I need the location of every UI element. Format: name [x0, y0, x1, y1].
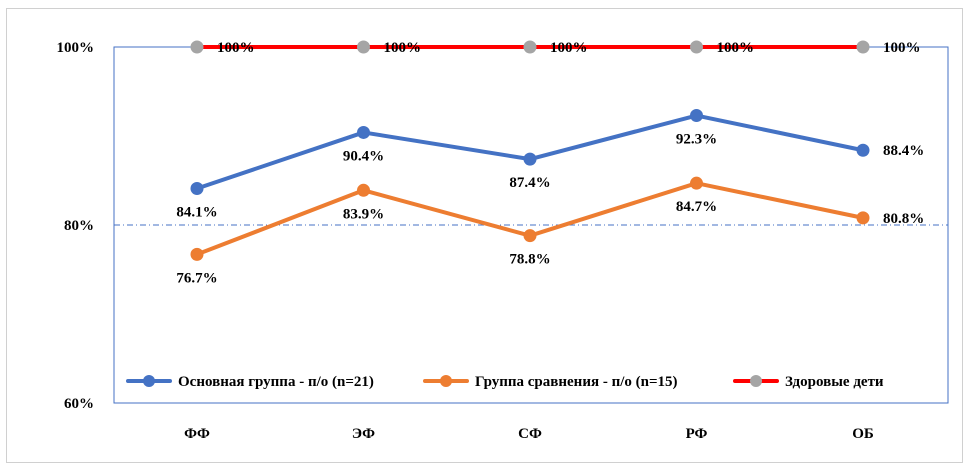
series-2-point — [690, 176, 703, 190]
x-tick-label: ЭФ — [352, 426, 375, 442]
data-label: 100% — [384, 40, 422, 56]
series-3-point — [190, 40, 204, 54]
series-3-point — [856, 40, 870, 54]
series-1-point — [523, 152, 537, 166]
series-2-point — [357, 183, 370, 197]
legend-marker-1 — [143, 375, 155, 387]
x-tick-label: СФ — [518, 426, 542, 442]
data-label: 90.4% — [343, 148, 384, 164]
data-label: 83.9% — [343, 206, 384, 222]
data-label: 84.7% — [676, 199, 717, 215]
data-label: 76.7% — [176, 270, 217, 286]
chart-frame — [6, 8, 963, 463]
data-label: 78.8% — [509, 252, 550, 268]
legend-marker-3 — [750, 375, 762, 387]
data-label: 100% — [883, 40, 921, 56]
legend-marker-2 — [440, 375, 452, 387]
legend-label-3: Здоровые дети — [785, 374, 884, 390]
series-3-point — [690, 40, 703, 54]
legend-label-2: Группа сравнения - п/о (n=15) — [475, 374, 678, 390]
data-label: 80.8% — [883, 211, 924, 227]
series-1-point — [690, 109, 703, 123]
data-label: 88.4% — [883, 143, 924, 159]
series-2-point — [523, 229, 537, 243]
legend-label-1: Основная группа - п/о (n=21) — [178, 374, 374, 390]
x-tick-label: РФ — [686, 426, 708, 442]
data-label: 92.3% — [676, 132, 717, 148]
series-1-point — [357, 125, 370, 139]
data-label: 100% — [717, 40, 755, 56]
y-tick-label: 100% — [57, 40, 95, 56]
data-label: 100% — [217, 40, 255, 56]
y-tick-label: 60% — [64, 396, 94, 412]
data-label: 87.4% — [509, 175, 550, 191]
series-3-point — [357, 40, 370, 54]
series-1-point — [856, 143, 870, 157]
x-tick-label: ОБ — [852, 426, 874, 442]
series-2-point — [856, 211, 870, 225]
series-line-2 — [195, 181, 865, 257]
series-3-point — [523, 40, 537, 54]
series-1-point — [190, 182, 204, 196]
data-label: 84.1% — [176, 205, 217, 221]
data-label: 100% — [550, 40, 588, 56]
x-tick-label: ФФ — [184, 426, 210, 442]
series-2-point — [190, 247, 204, 261]
y-tick-label: 80% — [64, 218, 94, 234]
